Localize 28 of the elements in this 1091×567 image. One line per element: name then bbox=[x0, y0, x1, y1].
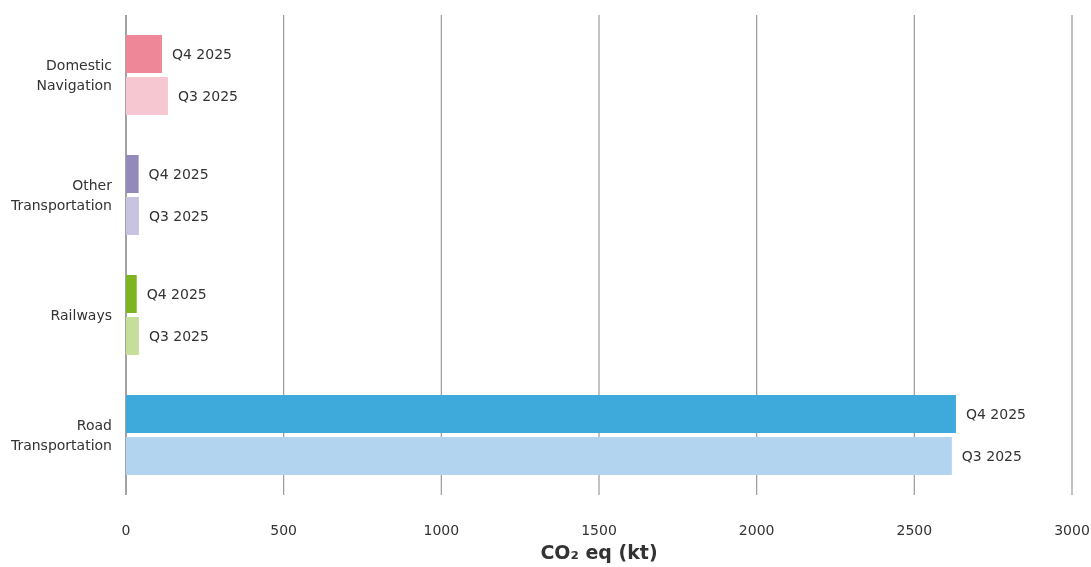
bar bbox=[126, 155, 139, 193]
y-tick-label: Other Transportation bbox=[9, 176, 113, 213]
bar bbox=[126, 77, 168, 115]
bar bbox=[126, 197, 139, 235]
series-label: Q3 2025 bbox=[177, 87, 238, 104]
bar bbox=[126, 395, 956, 433]
x-tick-label: 1000 bbox=[423, 522, 460, 538]
text: Q3 2025 bbox=[961, 447, 1022, 464]
text: Q4 2025 bbox=[146, 285, 207, 302]
x-tick-label: 2500 bbox=[896, 522, 933, 538]
y-tick-label: Road Transportation bbox=[9, 416, 112, 453]
text: Q4 2025 bbox=[965, 405, 1026, 422]
x-tick-label: 3000 bbox=[1054, 522, 1090, 538]
bar bbox=[126, 437, 952, 475]
text: Q3 2025 bbox=[148, 327, 209, 344]
bar bbox=[126, 317, 139, 355]
bar bbox=[126, 275, 137, 313]
text: Q3 2025 bbox=[148, 207, 209, 224]
text: Q4 2025 bbox=[148, 165, 209, 182]
y-tick-label: Railways bbox=[50, 306, 112, 323]
x-tick-label: 2000 bbox=[738, 522, 775, 538]
x-tick-label: 500 bbox=[270, 522, 298, 538]
series-label: Q4 2025 bbox=[171, 45, 232, 62]
y-tick-label: Domestic Navigation bbox=[36, 56, 112, 93]
x-tick-label: 0 bbox=[121, 522, 131, 538]
x-axis-title: CO₂ eq (kt) bbox=[540, 541, 658, 563]
bar bbox=[126, 35, 162, 73]
x-tick-label: 1500 bbox=[581, 522, 617, 538]
